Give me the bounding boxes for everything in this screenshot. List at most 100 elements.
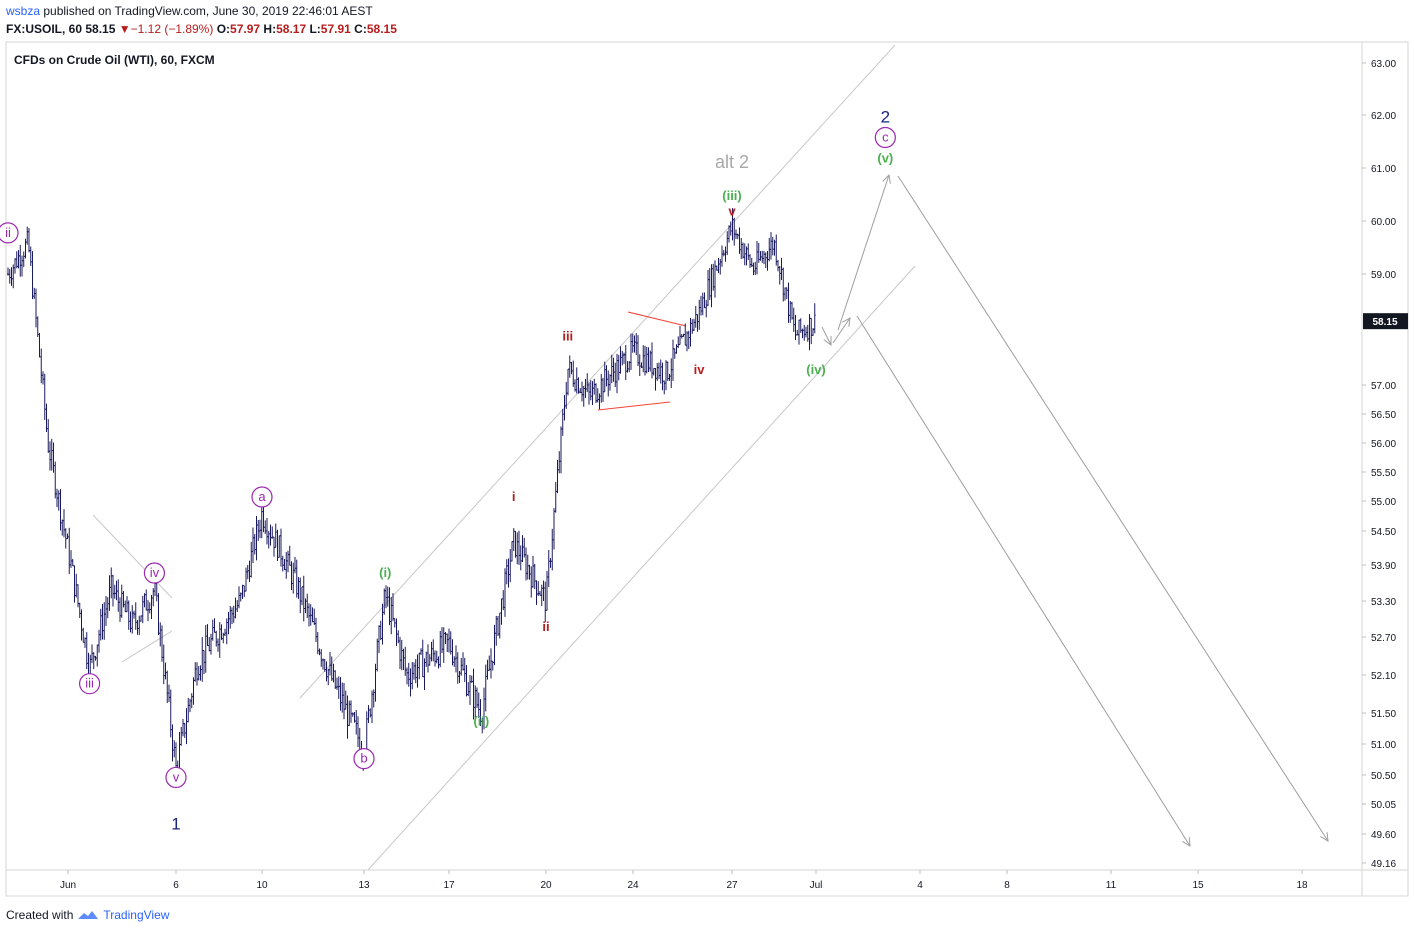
ohlc-bar xyxy=(225,618,228,645)
ohlc-bar xyxy=(334,670,337,689)
ohlc-bar xyxy=(231,607,233,625)
ohlc-bar xyxy=(724,246,727,262)
ohlc-bar xyxy=(490,648,492,679)
ohlc-bar xyxy=(126,596,128,613)
projection-arrow xyxy=(821,326,831,345)
ohlc-bar xyxy=(616,353,618,394)
ohlc-bar xyxy=(236,600,239,613)
wave-label: ii xyxy=(542,619,549,634)
ohlc-bar xyxy=(241,584,244,600)
ohlc-bar xyxy=(395,618,398,646)
ohlc-bar xyxy=(574,379,576,392)
ohlc-bar xyxy=(812,328,814,336)
ohlc-bar xyxy=(775,234,778,266)
ohlc-bar xyxy=(446,633,449,652)
ohlc-bar xyxy=(134,602,137,630)
ohlc-bar xyxy=(264,520,267,534)
ohlc-bar xyxy=(498,612,501,639)
ohlc-bar xyxy=(350,700,352,723)
ohlc-bar xyxy=(56,488,58,508)
ohlc-bar xyxy=(789,300,792,323)
ohlc-bar xyxy=(588,382,590,405)
ohlc-bar xyxy=(749,254,751,268)
ohlc-bar xyxy=(519,545,522,571)
ohlc-bar xyxy=(766,250,769,271)
ohlc-bar xyxy=(28,227,30,253)
price-tick-label: 50.05 xyxy=(1371,800,1396,811)
ohlc-bar xyxy=(710,264,713,308)
ohlc-bar xyxy=(589,380,592,401)
ohlc-bar xyxy=(150,594,153,620)
ohlc-bar xyxy=(52,442,55,473)
projection-arrow xyxy=(897,175,1328,841)
ohlc-bar xyxy=(367,705,370,723)
ohlc-bar xyxy=(623,352,625,364)
ohlc-bar xyxy=(323,659,326,672)
ohlc-bar xyxy=(502,590,505,611)
ohlc-bar xyxy=(140,615,142,622)
ohlc-bar xyxy=(614,362,617,388)
ohlc-bar xyxy=(640,362,643,368)
time-axis: Jun 6 10 13 17 20 24 27 Jul 4 8 11 15 18 xyxy=(60,870,1308,891)
tradingview-brand[interactable]: TradingView xyxy=(103,908,170,922)
ohlc-bar xyxy=(113,584,116,599)
ohlc-bar xyxy=(379,620,382,641)
ohlc-bar xyxy=(94,655,97,661)
ohlc-bar xyxy=(252,527,254,563)
wave-label-circle xyxy=(165,766,187,789)
ohlc-bar xyxy=(68,527,71,575)
ohlc-bar xyxy=(257,520,260,541)
ohlc-bar xyxy=(656,363,659,381)
price-tick-label: 55.50 xyxy=(1371,468,1396,479)
ohlc-bar xyxy=(472,668,475,720)
ohlc-bar xyxy=(686,331,688,352)
price-tick-label: 62.00 xyxy=(1371,111,1396,122)
ohlc-bar xyxy=(217,638,219,652)
triangle-lower-line-red xyxy=(597,401,671,411)
ohlc-bar xyxy=(276,529,279,561)
wave-label: iii xyxy=(562,329,573,344)
ohlc-bar xyxy=(348,700,351,727)
ohlc-bar xyxy=(421,639,424,678)
ohlc-bar xyxy=(553,508,555,550)
ohlc-bar xyxy=(752,262,755,276)
ohlc-bar xyxy=(549,558,552,568)
ohlc-bar xyxy=(442,627,445,663)
ohlc-bar xyxy=(441,627,443,654)
ohlc-bar xyxy=(761,250,764,263)
ohlc-bar xyxy=(423,658,426,690)
price-tag-box xyxy=(1363,313,1408,330)
triangle-upper-line-red xyxy=(627,311,687,327)
ohlc-bar xyxy=(50,438,53,471)
ohlc-bar xyxy=(626,361,629,373)
ohlc-bar xyxy=(271,526,274,539)
ohlc-bar xyxy=(227,612,230,635)
ohlc-bar xyxy=(654,367,657,391)
ohlc-bar xyxy=(290,561,293,591)
author-link[interactable]: wsbza xyxy=(6,4,41,18)
ohlc-bar xyxy=(791,301,793,320)
ohlc-bar xyxy=(353,712,356,723)
ohlc-bar xyxy=(661,362,664,391)
ohlc-bar xyxy=(808,314,811,351)
wave-label: (v) xyxy=(877,151,893,166)
ohlc-bar xyxy=(294,556,296,574)
ohlc-bar xyxy=(715,265,718,271)
ohlc-bar xyxy=(708,267,711,300)
ohlc-bar xyxy=(117,579,120,612)
projection-arrow xyxy=(837,175,889,331)
ohlc-bar xyxy=(463,657,466,682)
price-tick-label: 53.30 xyxy=(1371,597,1396,608)
current-price-tag: 58.15 xyxy=(1363,313,1408,330)
ohlc-bar xyxy=(675,344,678,354)
ohlc-bar xyxy=(29,246,32,267)
wave-label: v xyxy=(728,204,736,219)
open-label: O: xyxy=(216,22,231,36)
ohlc-bar xyxy=(787,282,790,323)
ohlc-bar xyxy=(192,677,195,705)
published-text: published on TradingView.com, June 30, 2… xyxy=(43,4,373,18)
ohlc-bar xyxy=(763,251,765,265)
ohlc-bar xyxy=(199,665,202,681)
ohlc-bar xyxy=(806,324,809,342)
